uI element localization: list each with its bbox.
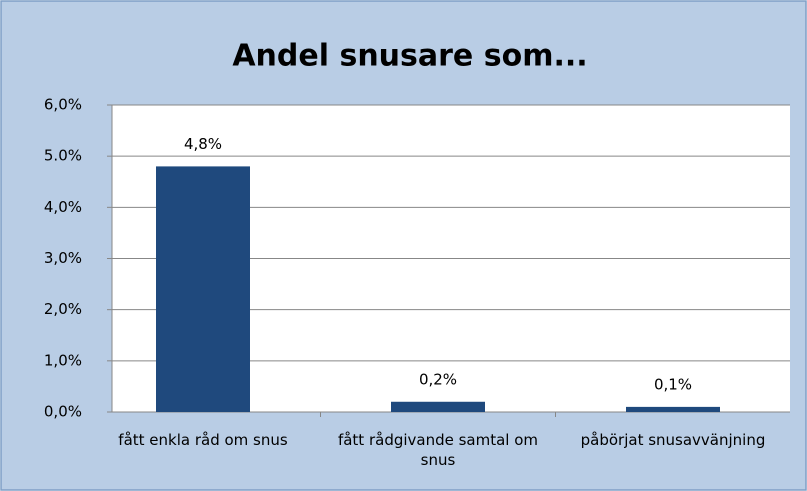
bar	[391, 401, 485, 412]
y-tick-label: 4,0%	[44, 198, 82, 216]
data-label: 0,2%	[419, 370, 457, 388]
data-label: 4,8%	[184, 135, 222, 153]
x-tick-label: fått rådgivande samtal om snus	[337, 431, 539, 469]
x-tick-label: påbörjat snusavvänjning	[580, 431, 766, 449]
bar	[156, 166, 250, 412]
y-tick-label: 0,0%	[44, 403, 82, 421]
y-tick-label: 6,0%	[44, 96, 82, 114]
y-tick-label: 1,0%	[44, 351, 82, 369]
data-label: 0,1%	[654, 375, 692, 393]
bar	[626, 406, 720, 412]
chart-title: Andel snusare som...	[232, 39, 587, 74]
y-tick-label: 2,0%	[44, 300, 82, 318]
y-tick-label: 3,0%	[44, 249, 82, 267]
y-tick-label: 5.0%	[44, 147, 82, 165]
x-tick-label: fått enkla råd om snus	[118, 431, 288, 449]
